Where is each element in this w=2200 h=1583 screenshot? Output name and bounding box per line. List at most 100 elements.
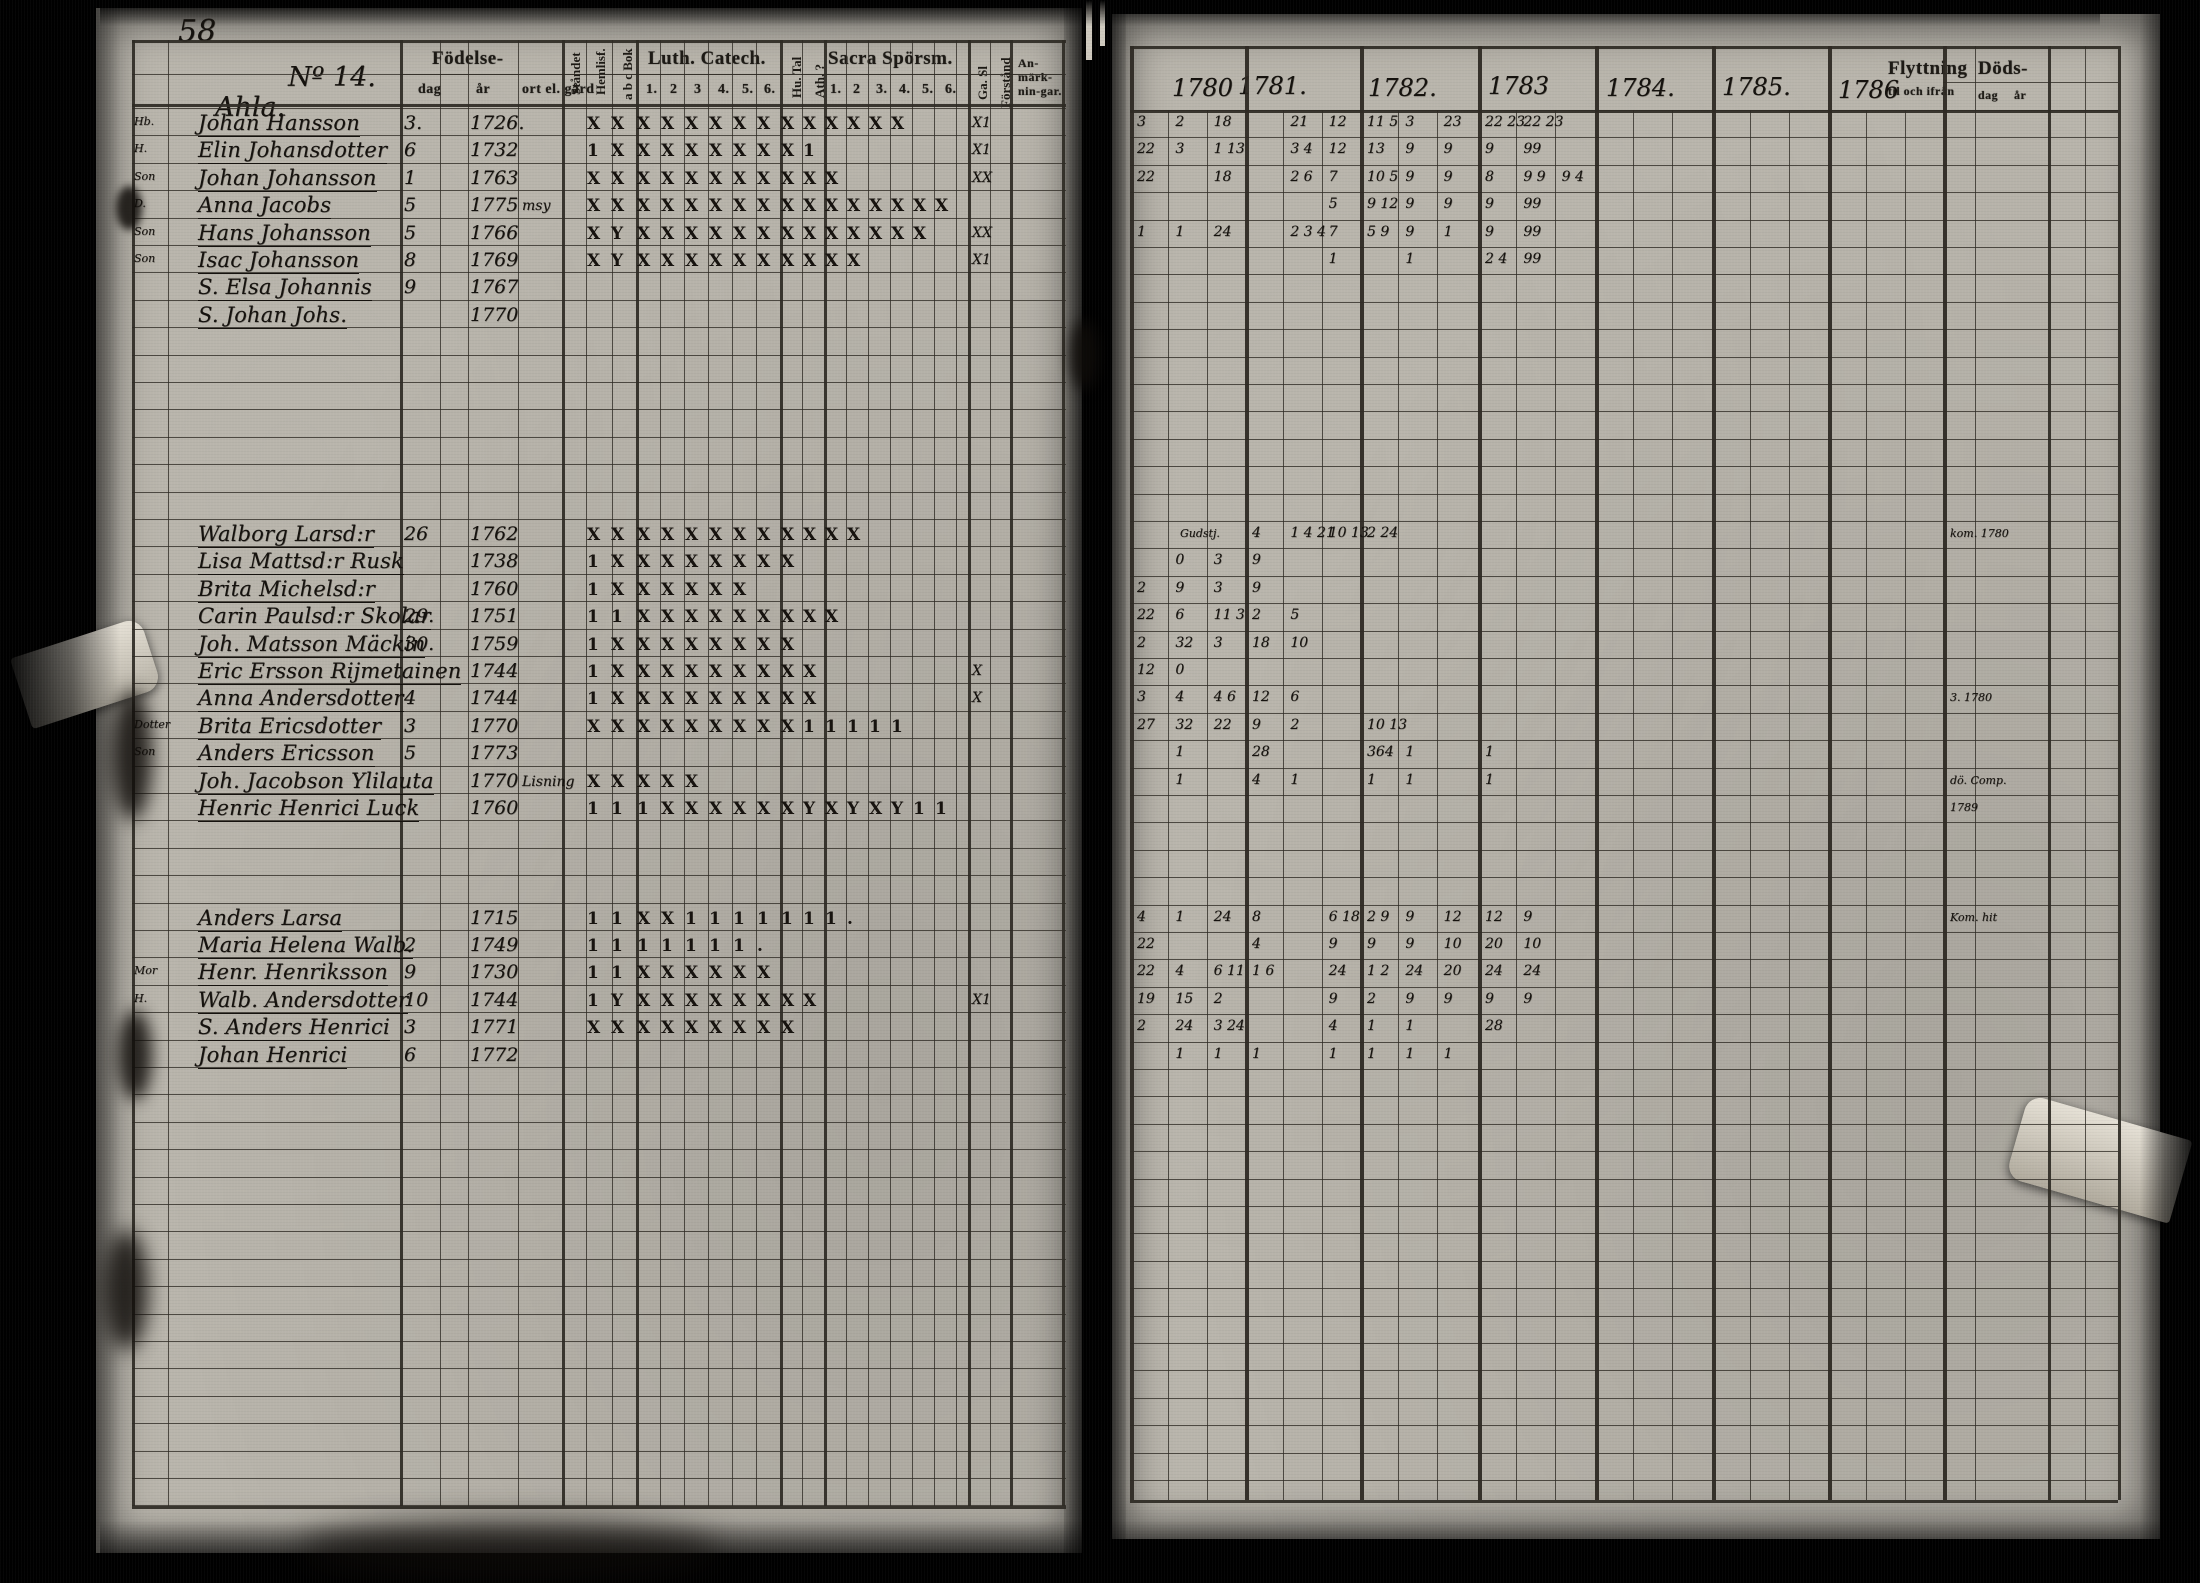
year-entry: 3 4 (1290, 141, 1313, 158)
table-rule-horizontal (132, 1505, 1066, 1507)
attendance-mark: X (847, 223, 861, 244)
attendance-mark: 1 (709, 936, 721, 956)
table-rule-vertical (1245, 46, 1249, 1500)
left-page (96, 8, 1082, 1553)
attendance-mark: 1 (869, 716, 881, 737)
attendance-mark: X (803, 525, 817, 545)
table-rule-vertical (1130, 46, 1134, 1500)
attendance-mark: X (757, 251, 771, 271)
attendance-mark: X (611, 1018, 625, 1039)
attendance-mark: Y (611, 251, 624, 271)
attendance-mark: X (825, 251, 839, 271)
attendance-mark: X (803, 114, 817, 134)
attendance-mark: X (637, 114, 651, 134)
table-rule-horizontal (132, 162, 1066, 164)
attendance-mark: X (757, 141, 771, 162)
birth-day: 26 (404, 523, 429, 545)
attendance-mark: X (685, 525, 699, 545)
sacra-4: 4. (899, 82, 911, 97)
catech-2: 2 (670, 82, 678, 97)
person-name: Lisa Mattsd:r Rusk (198, 549, 404, 576)
year-entry: 1 (1405, 771, 1415, 788)
year-entry: 99 (1523, 223, 1542, 240)
table-rule-vertical (684, 40, 685, 1506)
attendance-mark: X (661, 251, 675, 271)
year-entry: 5 (1328, 196, 1338, 213)
birth-day: 10 (404, 988, 429, 1011)
table-rule-vertical (1712, 46, 1716, 1500)
table-rule-horizontal (1130, 1014, 2118, 1016)
person-name: Maria Helena Walb. (198, 933, 414, 959)
year-entry: 1 (1443, 1045, 1453, 1062)
flyttning-note: Kom. hit (1950, 910, 1997, 924)
year-entry: 12 (1328, 141, 1347, 158)
table-rule-horizontal (132, 793, 1066, 794)
attendance-mark: X (709, 168, 723, 189)
attendance-mark: X (637, 141, 651, 162)
attendance-mark: X (781, 1018, 795, 1039)
year-entry: 10 (1290, 634, 1309, 651)
attendance-mark: X (637, 579, 651, 600)
table-rule-horizontal (1130, 274, 2118, 276)
table-rule-horizontal (1130, 1425, 2118, 1427)
attendance-mark: X (709, 716, 723, 737)
year-entry: 6 (1175, 607, 1185, 624)
attendance-mark: 1 (587, 141, 599, 162)
person-name: Anna Jacobs (198, 193, 332, 220)
table-rule-horizontal (132, 519, 1066, 520)
dods-sub-dag: dag (1978, 88, 1999, 102)
row-prefix: H. (134, 991, 148, 1005)
attendance-mark: Y (611, 223, 624, 244)
table-rule-horizontal (132, 875, 1066, 877)
birth-day: 9 (404, 276, 417, 299)
attendance-mark: X (587, 251, 601, 271)
table-rule-horizontal (132, 135, 1066, 137)
attendance-mark: 1 (803, 716, 815, 737)
person-name: S. Anders Henrici (198, 1015, 390, 1042)
attendance-mark: 1 (587, 799, 599, 819)
birth-place-header: ort el. gård (522, 82, 595, 97)
gasl-mark: X1 (972, 115, 991, 131)
attendance-mark: X (781, 634, 795, 655)
attendance-mark: X (757, 963, 771, 984)
attendance-mark: X (757, 168, 771, 189)
year-entry: 9 (1405, 196, 1415, 213)
table-rule-horizontal (1130, 219, 2118, 221)
attendance-mark: X (611, 634, 625, 655)
attendance-mark: 1 (587, 607, 599, 628)
year-entry: 11 3 (1213, 607, 1245, 624)
table-rule-vertical (868, 40, 869, 1506)
table-rule-horizontal (132, 436, 1066, 438)
dods-header: Döds- (1978, 58, 2029, 79)
year-entry: 12 (1328, 114, 1347, 130)
year-entry: 12 (1485, 908, 1503, 925)
attendance-mark: X (757, 689, 771, 710)
table-rule-horizontal (132, 957, 1066, 959)
table-rule-horizontal (132, 656, 1066, 657)
year-entry: 2 (1367, 990, 1376, 1007)
birth-day: 5 (404, 742, 417, 765)
year-entry: 15 (1175, 990, 1194, 1007)
attendance-mark: X (685, 552, 699, 573)
birth-year: 1749 (470, 934, 519, 956)
attendance-mark: X (803, 196, 817, 217)
year-entry: 3 (1137, 114, 1146, 130)
person-name: Brita Ericsdotter (198, 713, 382, 740)
year-entry: 1 (1367, 1018, 1376, 1035)
person-name: S. Johan Johs. (198, 302, 348, 329)
sacra-6: 6. (945, 82, 957, 97)
attendance-mark: 1 (611, 607, 623, 628)
year-entry: 9 (1328, 936, 1338, 952)
year-entry: 1 (1405, 1018, 1415, 1035)
attendance-mark: X (709, 607, 723, 628)
person-name: Johan Hansson (198, 111, 360, 137)
table-rule-horizontal (132, 1094, 1066, 1096)
year-entry: 1 2 (1367, 963, 1390, 980)
attendance-mark: X (733, 223, 747, 244)
table-rule-horizontal (1130, 466, 2118, 468)
table-rule-vertical (824, 40, 827, 1506)
gasl-mark: XX (972, 169, 992, 186)
attendance-mark: 1 (587, 579, 599, 600)
catech-3: 3 (694, 82, 702, 97)
gasl-header: Ga. Sl (975, 66, 990, 100)
